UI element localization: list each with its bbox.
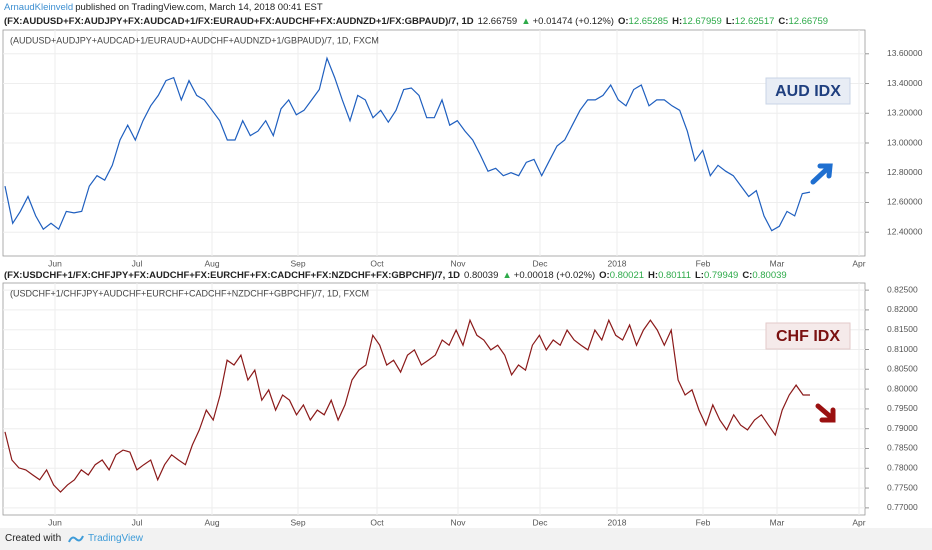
x-tick-label: Sep (290, 258, 305, 268)
ohlc-value: 0.80039 (752, 270, 787, 281)
symbol-info: (FX:USDCHF+1/FX:CHFJPY+FX:AUDCHF+FX:EURC… (4, 270, 791, 281)
price-line (4, 56, 811, 232)
ohlc-label: H: (648, 270, 659, 281)
ohlc-label: L: (695, 270, 704, 281)
up-arrow: ▲ (521, 16, 531, 27)
y-tick-label: 0.77500 (887, 482, 918, 492)
created-with: Created with (5, 533, 62, 544)
x-tick-label: Oct (370, 517, 384, 527)
ohlc-item: H:0.80111 (648, 270, 691, 281)
up-arrow: ▲ (502, 270, 512, 281)
change-value: +0.00018 (+0.02%) (513, 270, 596, 281)
ohlc-item: O:0.80021 (599, 270, 644, 281)
symbol: (FX:AUDUSD+FX:AUDJPY+FX:AUDCAD+1/FX:EURA… (4, 16, 474, 27)
ohlc-label: L: (725, 16, 735, 27)
y-tick-label: 0.79500 (887, 403, 918, 413)
x-tick-label: Apr (852, 258, 865, 268)
brand[interactable]: TradingView (88, 533, 144, 544)
ohlc-label: C: (742, 270, 753, 281)
x-tick-label: Feb (696, 517, 711, 527)
x-tick-label: Jun (48, 258, 62, 268)
change-value: +0.01474 (+0.12%) (532, 16, 614, 27)
trend-arrow (815, 403, 836, 423)
published: published on TradingView.com, March 14, … (75, 2, 323, 13)
ohlc-value: 0.80021 (609, 270, 645, 281)
x-tick-label: Dec (532, 517, 548, 527)
x-tick-label: Jul (132, 517, 143, 527)
ohlc-label: O: (599, 270, 610, 281)
ohlc-label: C: (778, 16, 789, 27)
ohlc-value: 12.66759 (788, 16, 829, 27)
x-tick-label: Sep (290, 517, 305, 527)
annotation-box (765, 322, 851, 350)
change: ▲ +0.01474 (+0.12%) (521, 16, 614, 27)
plot-frame (2, 282, 866, 516)
y-tick-label: 0.81000 (887, 344, 918, 354)
symbol: (FX:USDCHF+1/FX:CHFJPY+FX:AUDCHF+FX:EURC… (4, 270, 461, 281)
y-tick-label: 0.80500 (887, 364, 918, 374)
y-tick-label: 13.20000 (887, 108, 923, 118)
annotation-box (765, 77, 851, 105)
y-tick-label: 13.60000 (887, 48, 923, 58)
ohlc-item: O:12.65285 (618, 16, 668, 27)
ohlc-value: 0.79949 (703, 270, 739, 281)
last-price: 12.66759 (477, 16, 518, 27)
y-tick-label: 0.82500 (887, 284, 918, 294)
x-tick-label: Aug (204, 258, 219, 268)
y-tick-label: 0.78000 (887, 463, 918, 473)
chart-title: (USDCHF+1/CHFJPY+AUDCHF+EURCHF+CADCHF+NZ… (10, 288, 369, 298)
y-tick-label: 0.82000 (887, 304, 918, 314)
y-tick-label: 13.00000 (887, 137, 923, 147)
price-line (4, 318, 810, 493)
y-tick-label: 0.78500 (887, 443, 918, 453)
last-price: 0.80039 (464, 270, 499, 281)
y-tick-label: 12.40000 (887, 226, 923, 236)
footer: Created with TradingView (0, 528, 932, 550)
ohlc-value: 12.65285 (628, 16, 669, 27)
ohlc-label: O: (617, 16, 629, 27)
y-tick-label: 13.40000 (887, 78, 923, 88)
x-tick-label: Mar (770, 258, 785, 268)
chart-chf: Jun Jul Aug Sep Oct Nov Dec 2018 Feb Mar Apr 0.7700… (2, 282, 918, 527)
y-tick-label: 0.80000 (887, 383, 918, 393)
ohlc-value: 12.67959 (682, 16, 722, 27)
change: ▲ +0.00018 (+0.02%) (502, 270, 595, 281)
ohlc-item: L:0.79949 (695, 270, 738, 281)
annotation: CHF IDX (776, 328, 840, 345)
x-tick-label: 2018 (608, 517, 627, 527)
y-tick-label: 12.60000 (887, 197, 923, 207)
x-tick-label: Nov (450, 258, 466, 268)
y-tick-label: 12.80000 (887, 167, 923, 177)
ohlc-item: L:12.62517 (726, 16, 775, 27)
x-tick-label: Jun (48, 517, 62, 527)
symbol-info: (FX:AUDUSD+FX:AUDJPY+FX:AUDCAD+1/FX:EURA… (4, 16, 832, 27)
y-tick-label: 0.77000 (887, 502, 918, 512)
ohlc-item: C:0.80039 (742, 270, 786, 281)
x-tick-label: Nov (450, 517, 466, 527)
x-tick-label: Apr (852, 517, 865, 527)
chart-title: (AUDUSD+AUDJPY+AUDCAD+1/EURAUD+AUDCHF+AU… (10, 35, 379, 45)
x-tick-label: Dec (532, 258, 548, 268)
x-tick-label: Feb (696, 258, 711, 268)
x-tick-label: Jul (132, 258, 143, 268)
author[interactable]: ArnaudKleinveld (4, 2, 74, 13)
ohlc-item: H:12.67959 (672, 16, 722, 27)
trend-arrow (810, 163, 833, 185)
x-tick-label: Mar (770, 517, 785, 527)
x-tick-label: 2018 (608, 258, 627, 268)
ohlc-value: 12.62517 (734, 16, 775, 27)
ohlc-label: H: (672, 16, 683, 27)
publish-line: ArnaudKleinveld published on TradingView.… (4, 2, 327, 13)
ohlc-value: 0.80111 (658, 270, 691, 281)
annotation: AUD IDX (775, 83, 841, 100)
logo (68, 535, 84, 543)
x-tick-label: Aug (204, 517, 219, 527)
chart-aud: Jun Jul Aug Sep Oct Nov Dec 2018 Feb Mar Apr 12.400… (2, 29, 923, 268)
ohlc-item: C:12.66759 (778, 16, 828, 27)
y-tick-label: 0.81500 (887, 324, 918, 334)
x-tick-label: Oct (370, 258, 384, 268)
y-tick-label: 0.79000 (887, 423, 918, 433)
